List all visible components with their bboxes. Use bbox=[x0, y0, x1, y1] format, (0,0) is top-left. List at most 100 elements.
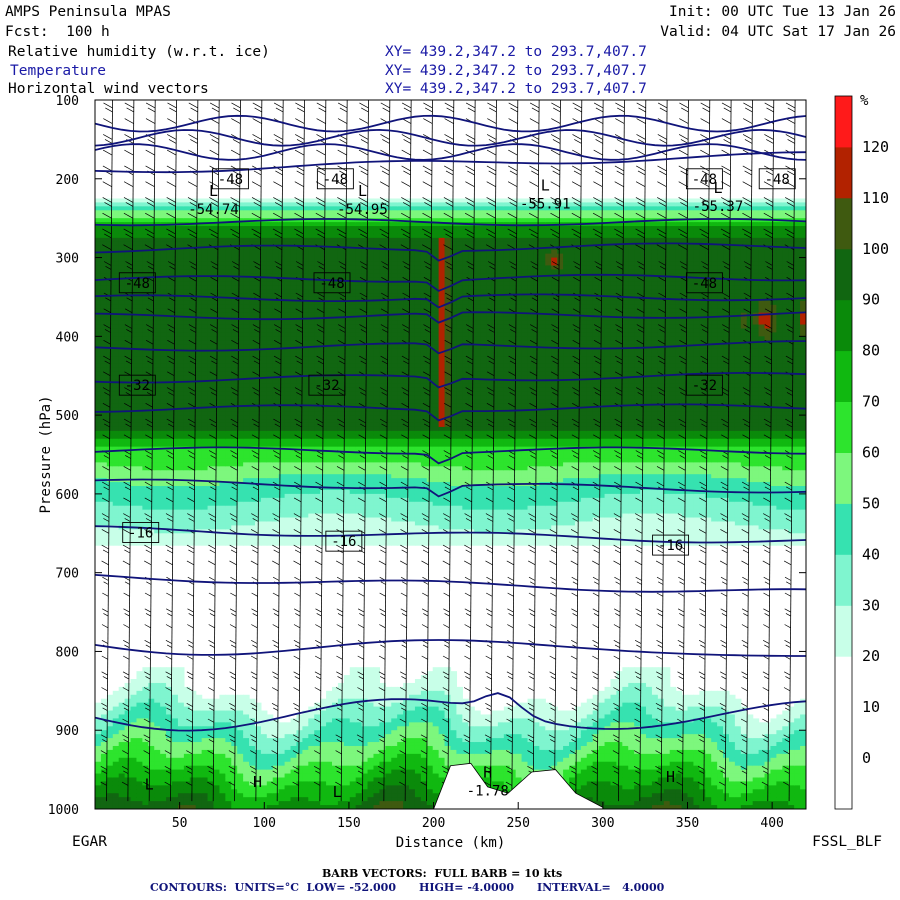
rh-cell bbox=[172, 312, 179, 318]
rh-cell bbox=[189, 726, 197, 731]
rh-cell bbox=[112, 446, 120, 452]
rh-cell bbox=[124, 493, 132, 499]
rh-cell bbox=[213, 773, 221, 779]
rh-cell bbox=[219, 785, 226, 790]
rh-cell bbox=[243, 363, 250, 369]
rh-cell bbox=[302, 769, 309, 775]
rh-cell bbox=[160, 466, 167, 471]
rh-cell bbox=[172, 671, 179, 676]
rh-cell bbox=[314, 761, 321, 767]
rh-cell bbox=[332, 296, 339, 302]
rh-cell bbox=[136, 206, 143, 211]
rh-cell bbox=[237, 745, 244, 751]
rh-cell bbox=[160, 761, 167, 767]
rh-cell bbox=[136, 210, 143, 215]
rh-cell bbox=[278, 753, 286, 759]
rh-cell bbox=[290, 509, 298, 515]
rh-cell bbox=[195, 387, 203, 393]
rh-cell bbox=[343, 320, 351, 326]
rh-cell bbox=[100, 541, 108, 546]
rh-cell bbox=[142, 426, 149, 432]
rh-cell bbox=[296, 430, 303, 436]
rh-cell bbox=[320, 541, 327, 546]
rh-cell bbox=[142, 320, 149, 326]
rh-cell bbox=[296, 218, 303, 223]
rh-cell bbox=[177, 797, 185, 802]
rh-cell bbox=[231, 257, 238, 263]
rh-cell bbox=[177, 340, 185, 345]
rh-cell bbox=[266, 293, 274, 298]
rh-cell bbox=[332, 769, 339, 775]
rh-cell bbox=[337, 324, 345, 330]
rh-cell bbox=[231, 383, 238, 389]
rh-cell bbox=[290, 734, 298, 739]
rh-cell bbox=[278, 356, 286, 361]
rh-cell bbox=[225, 474, 232, 479]
rh-cell bbox=[225, 541, 232, 546]
rh-cell bbox=[118, 289, 126, 294]
rh-cell bbox=[237, 714, 244, 720]
rh-cell bbox=[219, 706, 226, 712]
rh-cell bbox=[213, 257, 221, 263]
rh-cell bbox=[213, 261, 221, 267]
rh-cell bbox=[302, 486, 309, 491]
rh-cell bbox=[266, 395, 274, 400]
rh-cell bbox=[231, 206, 238, 211]
rh-cell bbox=[166, 336, 173, 341]
rh-cell bbox=[272, 277, 280, 282]
rh-cell bbox=[154, 304, 161, 310]
rh-cell bbox=[290, 765, 298, 771]
rh-cell bbox=[243, 237, 250, 243]
rh-cell bbox=[142, 229, 149, 235]
rh-cell bbox=[213, 742, 221, 747]
rh-cell bbox=[213, 430, 221, 436]
rh-cell bbox=[160, 434, 167, 440]
rh-cell bbox=[166, 411, 173, 416]
rh-cell bbox=[95, 761, 102, 767]
rh-cell bbox=[314, 454, 321, 460]
rh-cell bbox=[112, 395, 120, 400]
rh-cell bbox=[225, 466, 232, 471]
rh-cell bbox=[266, 419, 274, 424]
rh-cell bbox=[219, 438, 226, 444]
rh-cell bbox=[183, 296, 191, 302]
rh-cell bbox=[243, 269, 250, 274]
rh-cell bbox=[148, 434, 155, 440]
rh-cell bbox=[201, 710, 209, 716]
rh-cell bbox=[189, 734, 197, 739]
rh-cell bbox=[112, 517, 120, 523]
rh-cell bbox=[231, 261, 238, 267]
rh-cell bbox=[219, 501, 226, 507]
rh-cell bbox=[95, 497, 102, 503]
rh-cell bbox=[237, 399, 244, 404]
rh-cell bbox=[326, 245, 333, 251]
rh-cell bbox=[124, 474, 132, 479]
rh-cell bbox=[231, 458, 238, 463]
rh-cell bbox=[213, 745, 221, 751]
rh-cell bbox=[183, 218, 191, 223]
rh-cell bbox=[254, 371, 262, 377]
rh-cell bbox=[254, 253, 262, 259]
rh-cell bbox=[118, 422, 126, 428]
rh-cell bbox=[337, 363, 345, 369]
rh-cell bbox=[314, 730, 321, 735]
rh-cell bbox=[260, 289, 268, 294]
rh-cell bbox=[183, 316, 191, 322]
rh-cell bbox=[177, 375, 185, 381]
rh-cell bbox=[213, 229, 221, 235]
rh-cell bbox=[237, 344, 244, 349]
rh-cell bbox=[308, 285, 315, 290]
rh-cell bbox=[314, 214, 321, 219]
rh-cell bbox=[243, 486, 250, 491]
rh-cell bbox=[148, 749, 155, 755]
rh-cell bbox=[302, 261, 309, 267]
rh-cell bbox=[100, 316, 108, 322]
rh-cell bbox=[130, 730, 138, 735]
rh-cell bbox=[172, 513, 179, 519]
rh-cell bbox=[166, 694, 173, 700]
rh-cell bbox=[290, 324, 298, 330]
rh-cell bbox=[284, 765, 292, 771]
rh-cell bbox=[231, 742, 238, 747]
rh-cell bbox=[320, 300, 327, 306]
rh-cell bbox=[302, 785, 309, 790]
